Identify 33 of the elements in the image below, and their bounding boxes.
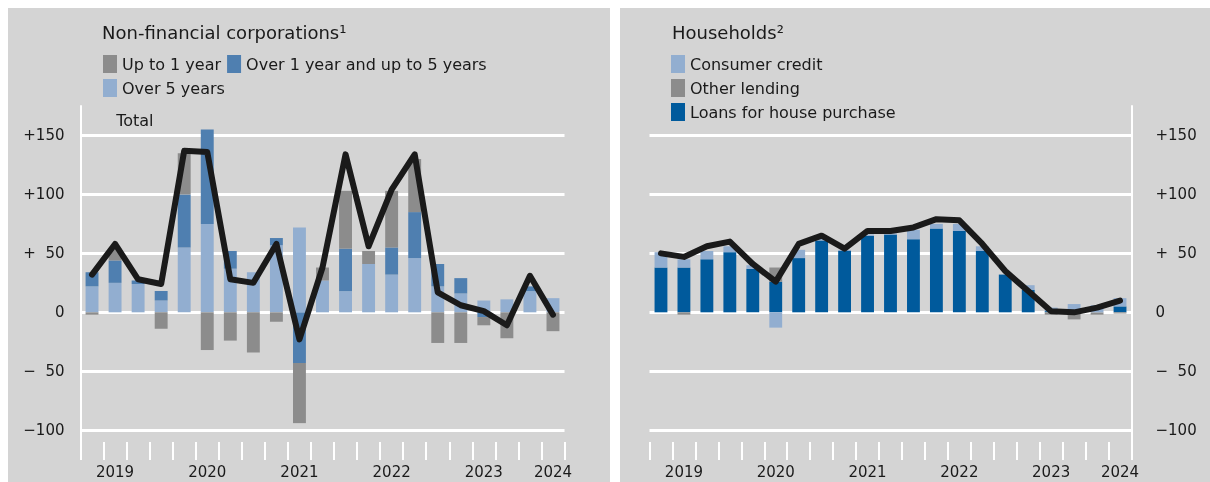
y-tick-label: 0 xyxy=(1155,303,1166,322)
x-tick-label: 2020 xyxy=(188,462,227,481)
legend-label: Other lending xyxy=(690,78,800,98)
x-tick-label: 2019 xyxy=(664,462,704,481)
x-tick-label: 2023 xyxy=(464,462,503,481)
y-tick-label: + 50 xyxy=(1155,244,1197,263)
x-tick-label: 2021 xyxy=(280,462,319,481)
x-tick-label: 2021 xyxy=(848,462,887,481)
legend-label: Over 1 year and up to 5 years xyxy=(246,54,487,74)
y-tick-label: 0 xyxy=(54,303,65,322)
y-tick-label: − 50 xyxy=(1155,362,1197,381)
legend-label: Up to 1 year xyxy=(122,54,222,74)
y-tick-label: −100 xyxy=(23,421,65,440)
x-tick-label: 2022 xyxy=(372,462,411,481)
x-tick-label: 2024 xyxy=(1100,462,1140,481)
y-tick-label: +100 xyxy=(23,185,65,204)
y-tick-label: − 50 xyxy=(23,362,65,381)
y-tick-label: +100 xyxy=(1155,185,1197,204)
x-tick-label: 2022 xyxy=(940,462,979,481)
legend-label: Loans for house purchase xyxy=(690,102,896,122)
x-tick-label: 2020 xyxy=(756,462,795,481)
chart-title: Non-financial corporations¹ xyxy=(102,21,347,43)
x-tick-label: 2019 xyxy=(95,462,135,481)
chart-title: Households² xyxy=(672,21,784,43)
y-tick-label: +150 xyxy=(23,126,65,145)
x-tick-label: 2024 xyxy=(533,462,573,481)
y-tick-label: + 50 xyxy=(23,244,65,263)
x-tick-label: 2023 xyxy=(1032,462,1071,481)
y-tick-label: −100 xyxy=(1155,421,1197,440)
legend-label: Consumer credit xyxy=(690,54,823,74)
legend-label: Over 5 years xyxy=(122,78,225,98)
y-tick-label: +150 xyxy=(1155,126,1197,145)
text: Total xyxy=(115,111,154,131)
